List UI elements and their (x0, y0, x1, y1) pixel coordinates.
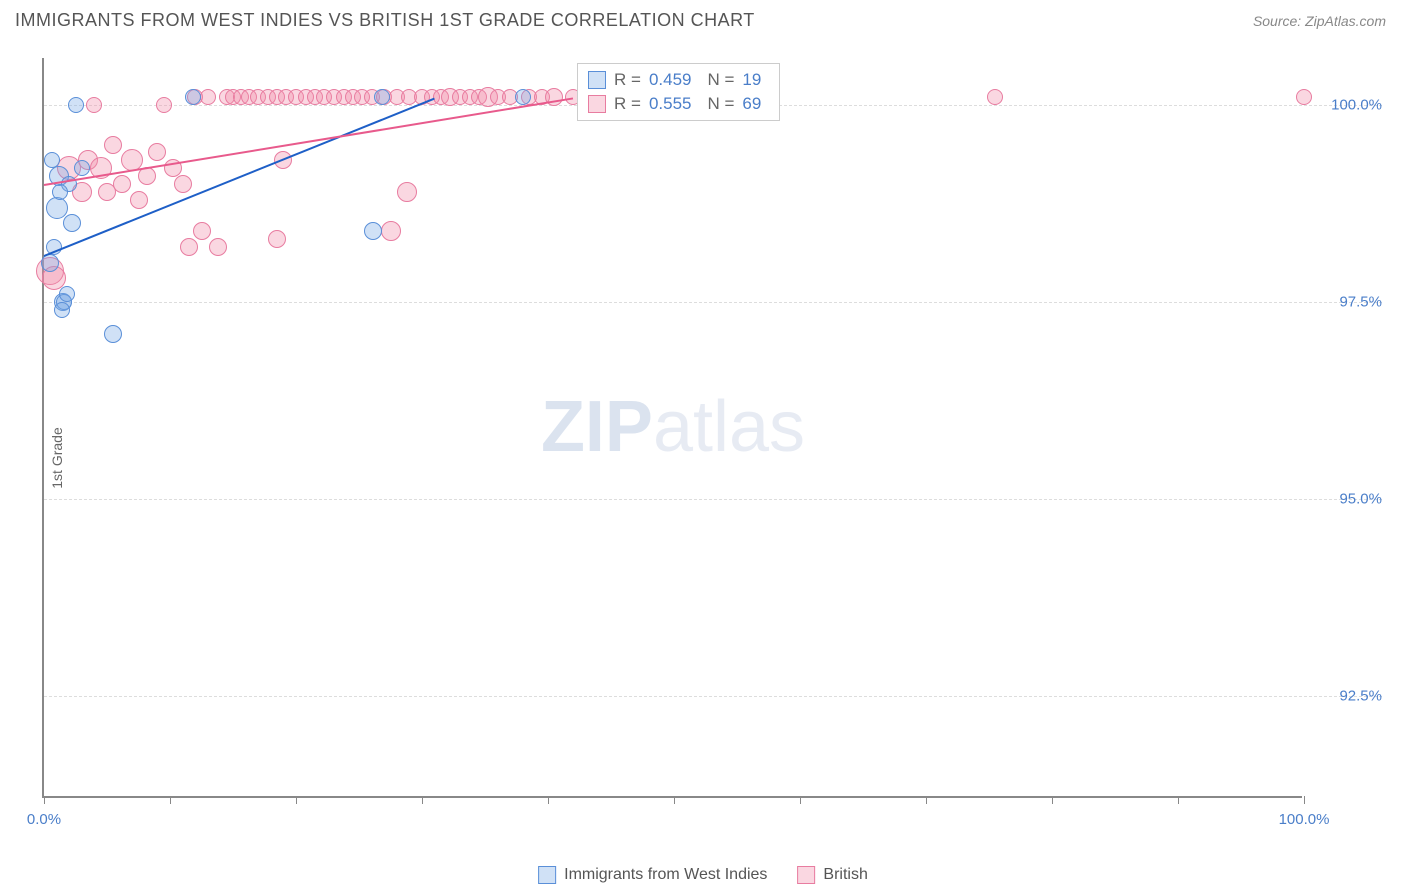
data-point-british (180, 238, 198, 256)
data-point-west-indies (59, 286, 75, 302)
data-point-west-indies (515, 89, 531, 105)
data-point-west-indies (54, 302, 70, 318)
y-tick-label: 97.5% (1312, 294, 1382, 311)
stats-r-value: 0.459 (649, 70, 692, 90)
stats-swatch-icon (588, 95, 606, 113)
watermark-bold: ZIP (541, 387, 653, 467)
chart-title: IMMIGRANTS FROM WEST INDIES VS BRITISH 1… (15, 10, 755, 31)
stats-r-label: R = (614, 70, 641, 90)
x-tick (296, 796, 297, 804)
y-tick-label: 92.5% (1312, 687, 1382, 704)
x-tick-label: 0.0% (27, 811, 61, 828)
x-tick (44, 796, 45, 804)
y-tick-label: 95.0% (1312, 490, 1382, 507)
legend-item-british: British (797, 866, 867, 884)
chart-container: 1st Grade ZIPatlas 92.5%95.0%97.5%100.0%… (42, 58, 1386, 842)
x-tick (926, 796, 927, 804)
data-point-west-indies (44, 152, 60, 168)
data-point-british (174, 175, 192, 193)
data-point-british (397, 182, 417, 202)
data-point-british (209, 238, 227, 256)
stats-row-british: R = 0.555 N = 69 (588, 92, 769, 116)
y-tick-label: 100.0% (1312, 97, 1382, 114)
watermark-light: atlas (653, 387, 805, 467)
stats-box: R = 0.459 N = 19 R = 0.555 N = 69 (577, 63, 780, 121)
data-point-british (130, 191, 148, 209)
data-point-british (545, 88, 563, 106)
stats-n-value: 69 (742, 94, 761, 114)
stats-n-label: N = (707, 94, 734, 114)
x-tick (548, 796, 549, 804)
stats-swatch-icon (588, 71, 606, 89)
x-tick (422, 796, 423, 804)
data-point-british (104, 136, 122, 154)
x-tick (674, 796, 675, 804)
x-tick-label: 100.0% (1279, 811, 1330, 828)
data-point-british (381, 221, 401, 241)
legend-swatch-icon (797, 866, 815, 884)
legend-label: British (823, 866, 867, 884)
x-tick (170, 796, 171, 804)
legend-label: Immigrants from West Indies (564, 866, 767, 884)
data-point-british (200, 89, 216, 105)
data-point-west-indies (68, 97, 84, 113)
x-tick (1052, 796, 1053, 804)
data-point-british (987, 89, 1003, 105)
data-point-british (86, 97, 102, 113)
chart-header: IMMIGRANTS FROM WEST INDIES VS BRITISH 1… (0, 0, 1406, 41)
grid-line (44, 696, 1382, 697)
data-point-west-indies (74, 160, 90, 176)
data-point-british (148, 143, 166, 161)
legend: Immigrants from West Indies British (538, 866, 868, 884)
x-tick (800, 796, 801, 804)
data-point-west-indies (364, 222, 382, 240)
stats-r-label: R = (614, 94, 641, 114)
data-point-british (193, 222, 211, 240)
stats-n-label: N = (707, 70, 734, 90)
chart-source: Source: ZipAtlas.com (1253, 13, 1386, 29)
stats-row-west-indies: R = 0.459 N = 19 (588, 68, 769, 92)
data-point-british (156, 97, 172, 113)
grid-line (44, 499, 1382, 500)
plot-area: ZIPatlas 92.5%95.0%97.5%100.0%0.0%100.0%… (42, 58, 1302, 798)
trend-line-british (44, 97, 574, 186)
legend-item-west-indies: Immigrants from West Indies (538, 866, 767, 884)
data-point-west-indies (185, 89, 201, 105)
data-point-british (113, 175, 131, 193)
x-tick (1304, 796, 1305, 804)
stats-n-value: 19 (742, 70, 761, 90)
data-point-west-indies (52, 184, 68, 200)
data-point-west-indies (63, 214, 81, 232)
x-tick (1178, 796, 1179, 804)
legend-swatch-icon (538, 866, 556, 884)
data-point-west-indies (374, 89, 390, 105)
data-point-west-indies (46, 197, 68, 219)
grid-line (44, 302, 1382, 303)
data-point-british (268, 230, 286, 248)
stats-r-value: 0.555 (649, 94, 692, 114)
watermark: ZIPatlas (541, 386, 805, 468)
data-point-west-indies (104, 325, 122, 343)
data-point-british (1296, 89, 1312, 105)
